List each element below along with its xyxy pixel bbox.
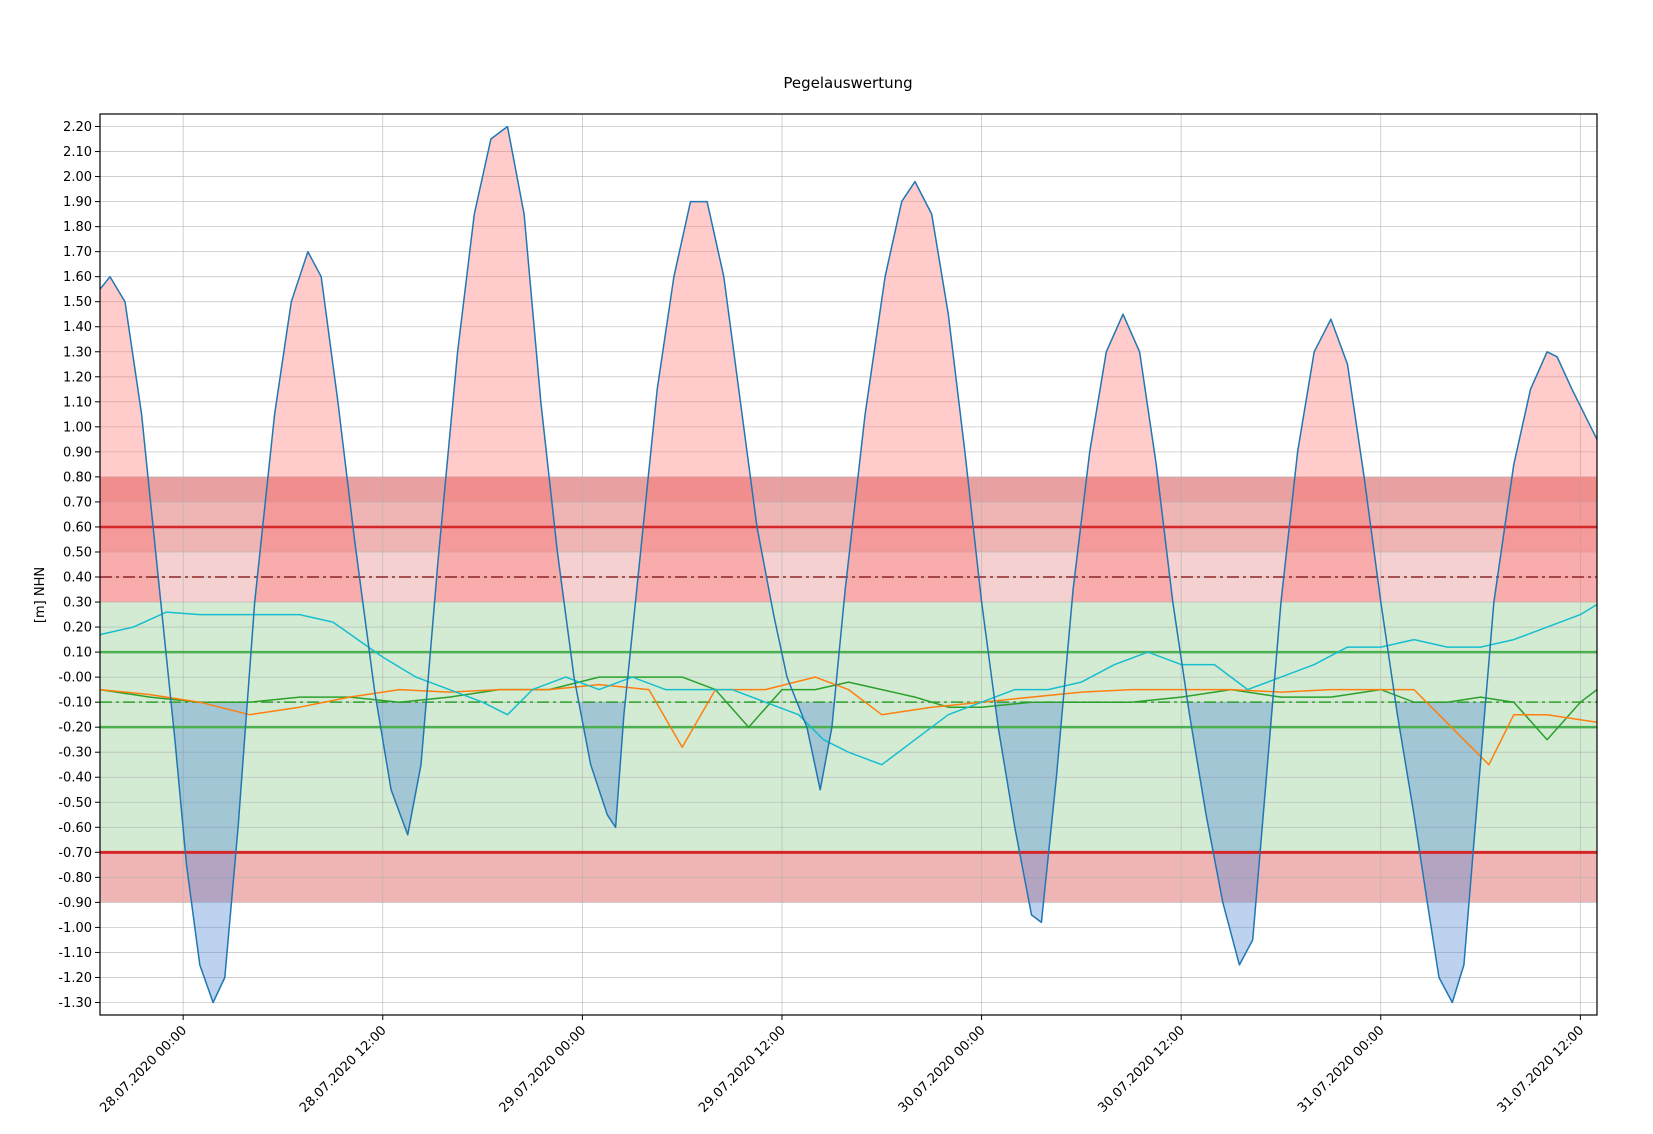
y-tick-label: 0.80 <box>63 470 92 485</box>
y-tick-label: 0.70 <box>63 495 92 510</box>
y-tick-label: -0.10 <box>58 696 92 711</box>
series-line-2 <box>99 603 1598 766</box>
x-tick-label: 28.07.2020 12:00 <box>297 1023 390 1116</box>
y-axis: 2.20 2.10 2.00 1.90 1.80 1.70 1.60 1.50 1.40 1.30… <box>58 120 100 1011</box>
y-tick-label: 1.40 <box>63 320 92 335</box>
y-tick-label: 1.90 <box>63 195 92 210</box>
y-tick-label: 1.60 <box>63 270 92 285</box>
plot-area <box>99 114 1598 1015</box>
y-tick-label: 0.40 <box>63 571 92 586</box>
x-tick-label: 30.07.2020 12:00 <box>1095 1023 1188 1116</box>
y-tick-label: -0.40 <box>58 771 92 786</box>
y-axis-label: [m] NHN <box>33 567 48 623</box>
y-tick-label: 0.60 <box>63 520 92 535</box>
y-tick-label: -0.20 <box>58 721 92 736</box>
y-tick-label: -0.30 <box>58 746 92 761</box>
x-tick-label: 29.07.2020 00:00 <box>497 1023 590 1116</box>
y-tick-label: -0.90 <box>58 896 92 911</box>
y-tick-label: -1.00 <box>58 921 92 936</box>
plot-frame <box>99 113 1598 1016</box>
x-axis: 28.07.2020 00:00 28.07.2020 12:00 29.07.20… <box>97 1015 1587 1116</box>
y-tick-label: 1.80 <box>63 220 92 235</box>
y-tick-label: 1.30 <box>63 345 92 360</box>
y-tick-label: -0.70 <box>58 846 92 861</box>
y-tick-label: 1.00 <box>63 420 92 435</box>
y-tick-label: 1.20 <box>63 370 92 385</box>
series-line-3 <box>99 125 1598 1004</box>
high-water-area <box>100 126 1597 603</box>
x-tick-label: 31.07.2020 12:00 <box>1495 1023 1588 1116</box>
x-tick-label: 31.07.2020 00:00 <box>1295 1023 1388 1116</box>
y-tick-label: -1.30 <box>58 996 92 1011</box>
x-tick-label: 30.07.2020 00:00 <box>896 1023 989 1116</box>
y-tick-label: 2.10 <box>63 145 92 160</box>
y-tick-label: 1.50 <box>63 295 92 310</box>
y-tick-label: -1.10 <box>58 946 92 961</box>
y-tick-label: 0.20 <box>63 621 92 636</box>
x-tick-label: 29.07.2020 12:00 <box>696 1023 789 1116</box>
y-tick-label: -0.80 <box>58 871 92 886</box>
y-tick-label: 0.50 <box>63 545 92 560</box>
y-tick-label: 0.90 <box>63 445 92 460</box>
x-tick-label: 28.07.2020 00:00 <box>97 1023 190 1116</box>
series-line-1 <box>99 676 1598 766</box>
y-tick-label: 1.70 <box>63 245 92 260</box>
series-line-0 <box>99 676 1598 741</box>
y-tick-label: -0.00 <box>58 671 92 686</box>
chart-title: Pegelauswertung <box>783 74 912 92</box>
y-tick-label: -0.60 <box>58 821 92 836</box>
y-tick-label: 0.10 <box>63 646 92 661</box>
y-tick-label: -1.20 <box>58 971 92 986</box>
y-tick-label: 2.20 <box>63 120 92 135</box>
y-tick-label: -0.50 <box>58 796 92 811</box>
low-water-area <box>100 702 1597 1003</box>
y-tick-label: 0.30 <box>63 596 92 611</box>
y-tick-label: 1.10 <box>63 395 92 410</box>
y-tick-label: 2.00 <box>63 170 92 185</box>
